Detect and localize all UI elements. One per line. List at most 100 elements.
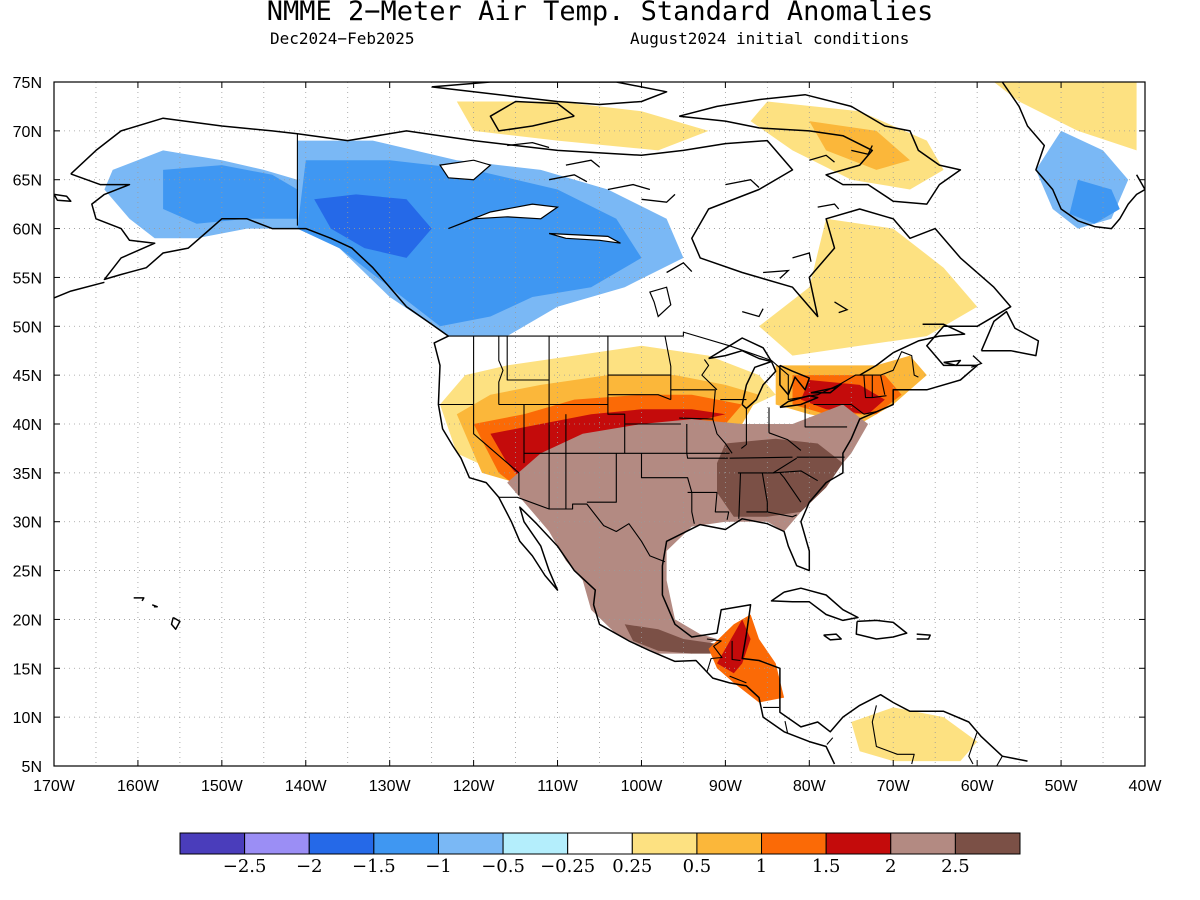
legend-swatch	[761, 832, 827, 855]
coastline	[741, 360, 777, 410]
anomaly-region-ne-red	[800, 380, 885, 415]
legend-label: 0.5	[683, 856, 712, 877]
lon-label: 120W	[453, 778, 496, 795]
lon-label: 50W	[1045, 778, 1079, 795]
border-line	[473, 404, 520, 496]
anomaly-map: 75N 70N 65N 60N 55N 50N 45N 40N 35N 30N 25N 20N 15N 1…	[13, 75, 1163, 795]
border-line	[968, 731, 978, 765]
island-outline	[763, 269, 791, 279]
lat-label: 60N	[13, 222, 42, 239]
island-outline	[851, 145, 873, 156]
border-line	[826, 737, 834, 745]
border-line	[773, 470, 818, 482]
island-outline	[817, 203, 840, 210]
legend-label: 2.5	[941, 856, 970, 877]
lake-outline	[548, 232, 621, 244]
legend-swatch	[890, 832, 956, 855]
legend-swatch	[567, 832, 633, 855]
lon-label: 100W	[621, 778, 664, 795]
lon-label: 40W	[1129, 778, 1163, 795]
island-outline	[834, 301, 849, 314]
legend-swatch	[825, 832, 892, 855]
lat-label: 5N	[22, 759, 42, 776]
anomaly-region-alaska-core	[163, 165, 298, 224]
border-line	[448, 331, 919, 401]
lake-outline	[649, 286, 672, 318]
legend-swatch	[502, 832, 569, 855]
coastline	[779, 364, 811, 396]
coastline	[679, 93, 962, 205]
coastline	[489, 100, 575, 132]
legend-swatch	[179, 832, 246, 855]
coastline	[54, 193, 72, 202]
border-line	[607, 394, 671, 401]
border-line	[996, 755, 1003, 766]
border-line	[779, 472, 802, 503]
border-line	[729, 456, 793, 459]
border-line	[586, 453, 617, 503]
island-outline	[971, 355, 983, 368]
political-borders	[296, 133, 1003, 766]
island-outline	[607, 183, 651, 191]
island-outline	[725, 178, 760, 188]
lon-label: 140W	[285, 778, 328, 795]
coastline	[133, 597, 145, 602]
chart-title: NMME 2−Meter Air Temp. Standard Anomalie…	[266, 0, 934, 27]
legend-swatch	[437, 832, 504, 855]
lat-label: 75N	[13, 75, 42, 92]
coastline	[431, 82, 668, 106]
coastline	[170, 616, 181, 630]
island-outline	[565, 159, 600, 168]
coastline	[859, 323, 966, 376]
border-line	[701, 359, 718, 391]
border-line	[738, 457, 797, 474]
lake-outline	[438, 159, 492, 181]
coastline	[1001, 82, 1145, 230]
lat-label: 70N	[13, 124, 42, 141]
initial-conditions: August2024 initial conditions	[630, 29, 910, 48]
border-line	[686, 424, 728, 459]
axis-ticks	[53, 81, 1146, 767]
island-outline	[666, 261, 693, 274]
legend-swatch	[244, 832, 310, 855]
anomaly-region-greenland-north	[993, 82, 1137, 151]
coastline	[823, 633, 842, 641]
border-line	[738, 472, 742, 519]
lat-label: 20N	[13, 612, 42, 629]
lat-label: 55N	[13, 270, 42, 287]
legend-label: −1.5	[352, 856, 396, 877]
border-line	[664, 335, 672, 376]
border-line	[670, 389, 716, 420]
border-line	[863, 375, 887, 399]
island-outline	[548, 174, 588, 183]
lon-label: 150W	[201, 778, 244, 795]
border-line	[607, 374, 672, 400]
lat-label: 10N	[13, 710, 42, 727]
gridlines	[54, 82, 1145, 766]
lon-label: 160W	[117, 778, 160, 795]
border-line	[804, 404, 848, 428]
legend-label: 0.25	[612, 856, 652, 877]
latitude-labels: 75N 70N 65N 60N 55N 50N 45N 40N 35N 30N 25N 20N 15N 1…	[13, 75, 42, 776]
lon-label: 90W	[709, 778, 743, 795]
border-line	[729, 675, 747, 684]
lon-label: 80W	[793, 778, 827, 795]
coastline	[70, 117, 1028, 762]
coastline	[779, 394, 819, 409]
border-line	[714, 492, 730, 520]
border-line	[767, 511, 797, 518]
anomaly-region-greenland-core	[1069, 179, 1120, 224]
legend-label: −2.5	[223, 856, 267, 877]
legend-label: −2	[296, 856, 323, 877]
legend-label: 1.5	[812, 856, 841, 877]
lake-outline	[448, 203, 560, 230]
coastline	[151, 604, 158, 608]
lon-label: 170W	[33, 778, 76, 795]
legend-label: −0.5	[481, 856, 525, 877]
lat-label: 50N	[13, 319, 42, 336]
coastlines	[54, 82, 1145, 765]
border-line	[498, 336, 504, 405]
lat-label: 35N	[13, 466, 42, 483]
forecast-period: Dec2024−Feb2025	[270, 29, 415, 48]
legend-label: −0.25	[540, 856, 595, 877]
